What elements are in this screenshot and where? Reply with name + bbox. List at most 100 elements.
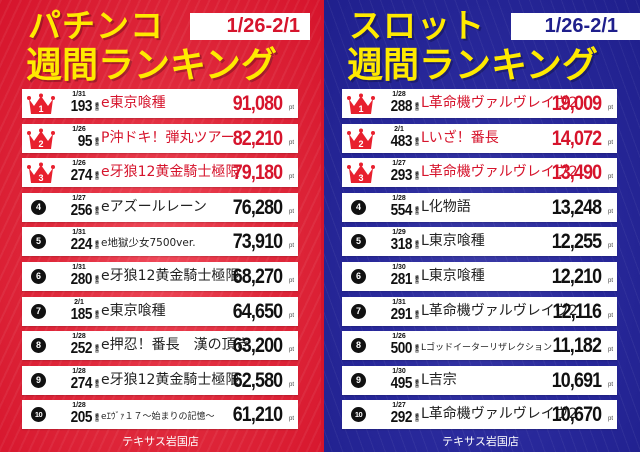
- svg-text:3: 3: [358, 173, 363, 183]
- machine-number-unit: 番台: [95, 102, 99, 111]
- rank-badge-icon: 6: [31, 268, 46, 284]
- points-value: 19,009: [551, 92, 602, 115]
- points-value: 79,180: [232, 161, 283, 185]
- points-unit: pt: [607, 312, 613, 319]
- points-unit: pt: [607, 277, 613, 284]
- ranking-date: 2/1: [394, 125, 404, 133]
- machine-name: e東京喰種: [101, 95, 166, 111]
- ranking-row: 7 1/31 291 番台 L革命機ヴァルヴレイヴ2 12,116 pt: [342, 296, 617, 326]
- points-value: 12,255: [551, 230, 602, 254]
- ranking-date: 1/27: [392, 160, 406, 168]
- ranking-date: 1/26: [72, 125, 86, 133]
- machine-number: 554: [390, 201, 413, 219]
- points-unit: pt: [607, 208, 613, 215]
- points-unit: pt: [288, 105, 294, 111]
- points-unit: pt: [607, 347, 613, 354]
- machine-name: L吉宗: [421, 371, 457, 388]
- machine-name: e牙狼12黄金騎士極限: [101, 164, 240, 181]
- rank-badge-icon: 10: [351, 407, 366, 423]
- machine-number-unit: 番台: [95, 136, 99, 146]
- pachinko-title: パチンコ: [28, 6, 164, 45]
- machine-name: L化物語: [421, 198, 471, 215]
- machine-number-unit: 番台: [415, 205, 419, 215]
- machine-name: L東京喰種: [421, 233, 485, 250]
- svg-text:2: 2: [38, 139, 43, 149]
- ranking-date: 1/26: [392, 333, 406, 341]
- machine-name: Lゴッドイーターリザレクション: [421, 343, 553, 354]
- ranking-row: 10 1/27 292 番台 L革命機ヴァルヴレイヴ2 10,670 pt: [342, 400, 617, 430]
- points-unit: pt: [607, 416, 613, 423]
- ranking-date: 1/31: [392, 298, 406, 306]
- machine-number: 95: [77, 132, 93, 150]
- pachinko-ranking-panel: パチンコ 週間ランキング 1/26-2/1 1 1/31 193 番台 e東京喰種 91…: [0, 0, 321, 452]
- points-unit: pt: [607, 243, 613, 250]
- ranking-date: 1/30: [392, 263, 406, 271]
- svg-text:2: 2: [358, 139, 363, 149]
- points-value: 68,270: [232, 264, 283, 288]
- points-value: 73,910: [232, 230, 283, 254]
- rank-badge-icon: 7: [31, 303, 46, 319]
- svg-text:1: 1: [358, 104, 363, 114]
- svg-text:3: 3: [38, 173, 43, 183]
- machine-number-unit: 番台: [95, 413, 99, 423]
- points-value: 64,650: [232, 299, 283, 323]
- machine-number-unit: 番台: [415, 344, 419, 354]
- rank-badge-icon: 9: [351, 372, 366, 388]
- points-value: 76,280: [232, 195, 283, 219]
- machine-number-unit: 番台: [95, 240, 99, 250]
- points-unit: pt: [288, 277, 294, 284]
- ranking-date: 1/31: [72, 229, 86, 237]
- machine-name: e牙狼12黄金騎士極限: [101, 267, 240, 284]
- points-unit: pt: [607, 105, 613, 111]
- rank-badge-icon: 4: [31, 199, 46, 215]
- rank-badge-icon: 9: [31, 372, 46, 388]
- ranking-row: 9 1/30 495 番台 L吉宗 10,691 pt: [342, 365, 617, 395]
- machine-number: 500: [390, 340, 413, 358]
- rank-badge-icon: 6: [351, 268, 366, 284]
- machine-name: e押忍！番長 漢の頂き: [101, 337, 250, 354]
- points-unit: pt: [288, 347, 294, 354]
- ranking-date: 1/29: [392, 229, 406, 237]
- rank-badge-icon: 4: [351, 199, 366, 215]
- machine-number-unit: 番台: [415, 378, 419, 388]
- points-value: 82,210: [232, 126, 283, 150]
- machine-number: 281: [390, 270, 413, 288]
- ranking-date: 1/28: [392, 91, 406, 98]
- ranking-date: 1/31: [72, 263, 86, 271]
- points-value: 61,210: [232, 403, 283, 427]
- points-value: 62,580: [232, 368, 283, 392]
- machine-name: L革命機ヴァルヴレイヴ2: [421, 302, 578, 319]
- ranking-date: 1/27: [72, 194, 86, 202]
- crown-icon: 2: [27, 128, 55, 149]
- ranking-row: 5 1/31 224 番台 e地獄少女7500ver. 73,910 pt: [22, 227, 298, 257]
- store-name: テキサス岩国店: [122, 435, 199, 448]
- ranking-row: 3 1/27 293 番台 L革命機ヴァルヴレイヴ2 13,490 pt: [342, 158, 617, 188]
- points-unit: pt: [288, 139, 294, 146]
- ranking-row: 4 1/28 554 番台 L化物語 13,248 pt: [342, 192, 617, 222]
- machine-number: 185: [70, 305, 93, 323]
- machine-number: 274: [70, 167, 93, 185]
- machine-number-unit: 番台: [95, 171, 99, 181]
- machine-number-unit: 番台: [415, 102, 419, 111]
- machine-name: L革命機ヴァルヴレイヴ2: [421, 164, 578, 181]
- machine-number-unit: 番台: [95, 378, 99, 388]
- ranking-row: 8 1/26 500 番台 Lゴッドイーターリザレクション 11,182 pt: [342, 331, 617, 361]
- points-unit: pt: [288, 174, 294, 181]
- points-value: 91,080: [232, 92, 283, 115]
- weekly-ranking-title: 週間ランキング: [347, 45, 598, 86]
- machine-number: 193: [70, 98, 93, 115]
- machine-number: 483: [390, 132, 413, 150]
- ranking-date: 1/27: [392, 402, 406, 410]
- machine-name: L東京喰種: [421, 267, 485, 284]
- ranking-date: 2/1: [74, 298, 84, 306]
- machine-number-unit: 番台: [415, 413, 419, 423]
- ranking-date: 1/28: [72, 402, 86, 410]
- crown-icon: 1: [347, 93, 375, 114]
- points-unit: pt: [288, 208, 294, 215]
- machine-number-unit: 番台: [415, 274, 419, 284]
- rank-badge-icon: 7: [351, 303, 366, 319]
- ranking-row: 1 1/28 288 番台 L革命機ヴァルヴレイヴ2 19,009 pt: [342, 89, 617, 118]
- date-range-badge: 1/26-2/1: [511, 13, 640, 40]
- ranking-row: 1 1/31 193 番台 e東京喰種 91,080 pt: [22, 89, 298, 118]
- ranking-row: 9 1/28 274 番台 e牙狼12黄金騎士極限 62,580 pt: [22, 365, 298, 395]
